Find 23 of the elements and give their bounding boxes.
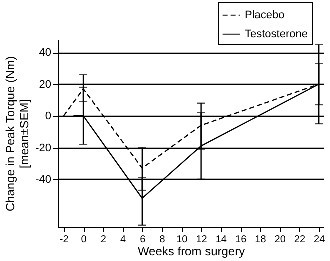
x-tick-label: -2 [60, 234, 70, 246]
x-tick-label: 14 [216, 234, 228, 246]
x-tick-label: 16 [236, 234, 248, 246]
x-tick-label: 24 [314, 234, 326, 246]
y-tick-label: -20 [36, 142, 52, 154]
x-tick-label: 22 [294, 234, 306, 246]
x-tick-label: 4 [120, 234, 126, 246]
y-tick-label: 20 [39, 78, 52, 91]
x-axis-title: Weeks from surgery [138, 244, 246, 258]
x-tick-label: 20 [274, 234, 286, 246]
x-tick-label: 12 [196, 234, 208, 246]
x-tick-label: 10 [176, 234, 188, 246]
legend-label: Placebo [245, 10, 285, 22]
legend-label: Testosterone [245, 28, 308, 40]
x-tick-label: 18 [255, 234, 267, 246]
x-tick-label: 0 [81, 234, 88, 246]
y-tick-label: -40 [36, 174, 52, 186]
y-tick-label: 0 [45, 110, 52, 123]
x-tick-label: 8 [160, 234, 166, 246]
y-tick-label: 40 [39, 47, 52, 60]
x-tick-label: 6 [140, 234, 146, 246]
y-axis-title: Change in Peak Torque (Nm) [mean±SEM] [4, 56, 32, 212]
x-tick-label: 2 [100, 234, 107, 246]
